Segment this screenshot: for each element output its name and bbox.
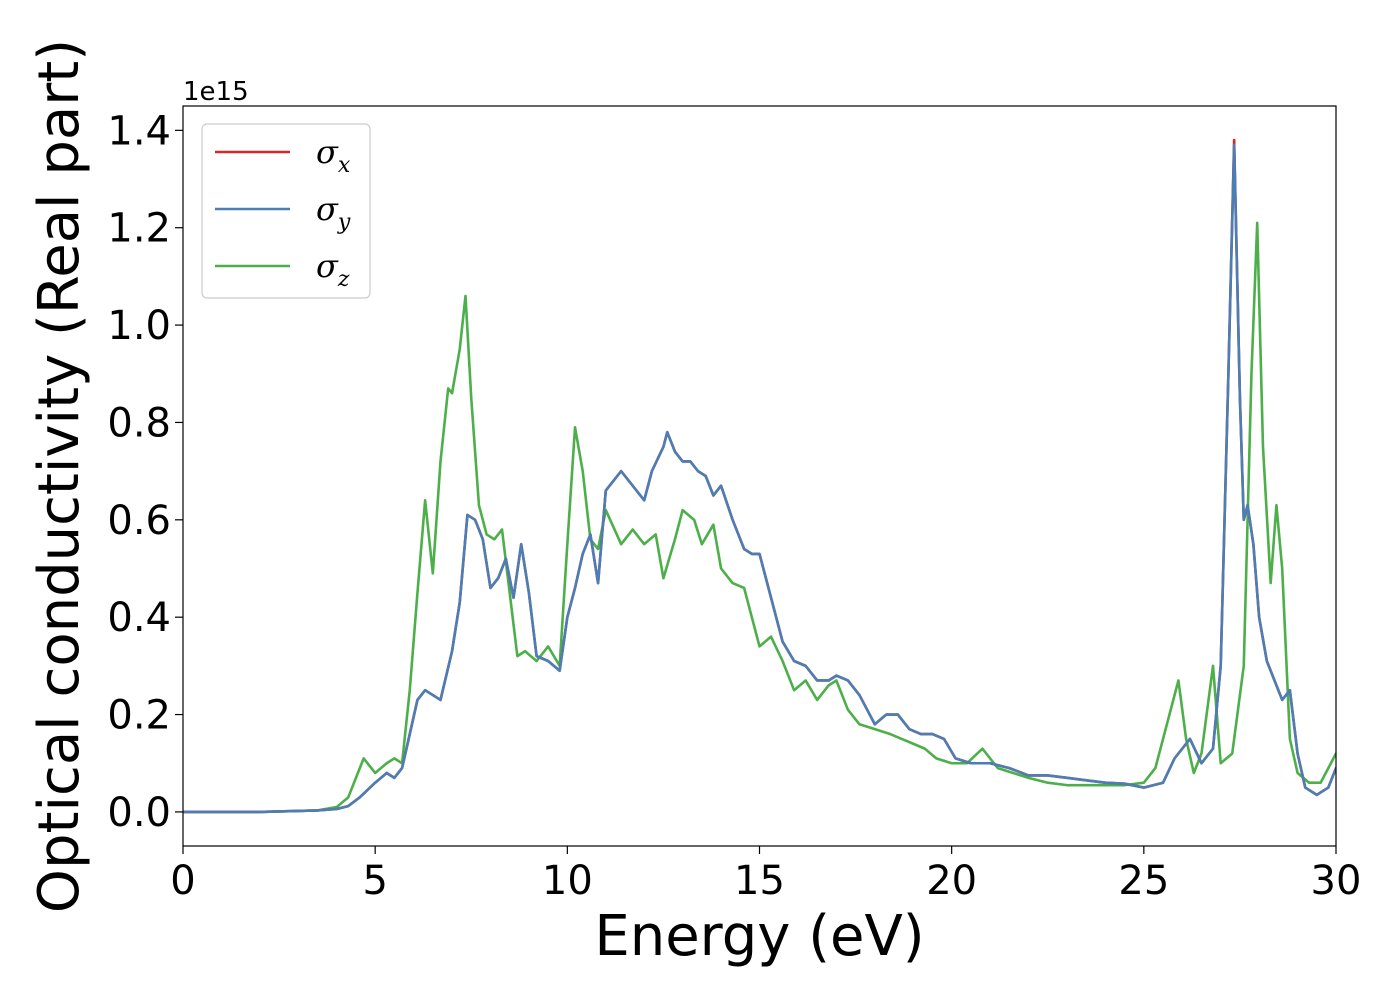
series-line-z (183, 221, 1336, 814)
series-layer (183, 138, 1336, 814)
y-tick-label: 0.0 (107, 790, 171, 836)
x-axis-label: Energy (eV) (594, 904, 924, 969)
y-tick-label: 1.2 (107, 206, 171, 252)
x-tick-label: 0 (170, 858, 195, 904)
x-tick-label: 20 (926, 858, 977, 904)
y-tick-label: 1.4 (107, 108, 171, 154)
series-line-y (183, 143, 1336, 814)
y-tick-label: 0.8 (107, 400, 171, 446)
x-tick-label: 15 (734, 858, 785, 904)
y-tick-label: 0.4 (107, 595, 171, 641)
x-tick-label: 10 (542, 858, 593, 904)
x-tick-label: 5 (362, 858, 387, 904)
y-tick-label: 1.0 (107, 303, 171, 349)
legend-box (201, 123, 371, 299)
y-tick-label: 0.6 (107, 498, 171, 544)
x-tick-label: 30 (1311, 858, 1362, 904)
y-axis-ticks: 0.0 0.2 0.4 0.6 0.8 1.0 1.2 1.4 (107, 108, 183, 836)
y-axis-offset-label: 1e15 (183, 77, 249, 107)
x-tick-label: 25 (1118, 858, 1169, 904)
y-tick-label: 0.2 (107, 693, 171, 739)
y-axis-label: Optical conductivity (Real part) (27, 39, 92, 913)
x-axis-ticks: 0 5 10 15 20 25 30 (170, 846, 1361, 904)
